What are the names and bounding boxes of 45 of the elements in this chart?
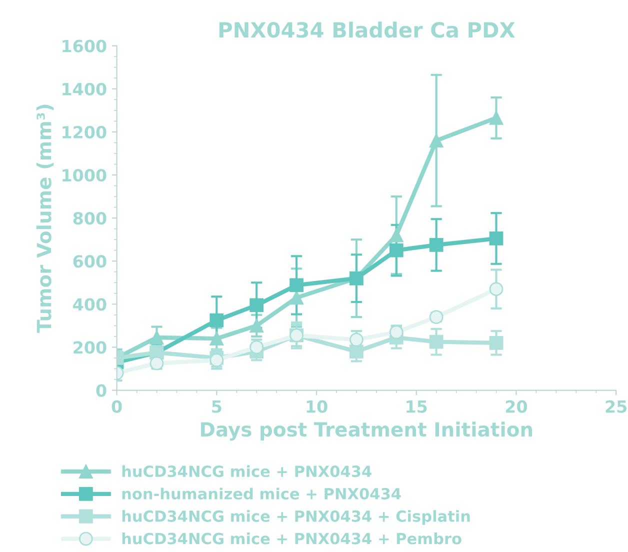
- point: [389, 228, 404, 242]
- point: [489, 282, 504, 296]
- y-tick-label: 1000: [62, 168, 106, 182]
- legend-label: huCD34NCG mice + PNX0434 + Pembro: [122, 532, 462, 544]
- y-tick-label: 1400: [62, 82, 106, 96]
- point: [250, 340, 264, 354]
- point: [210, 353, 224, 368]
- point: [210, 313, 224, 328]
- point: [489, 232, 504, 246]
- x-tick-label: 20: [506, 400, 528, 413]
- y-tick-label: 1200: [62, 126, 106, 138]
- point: [210, 332, 224, 346]
- x-tick-label: 25: [606, 400, 626, 413]
- point: [489, 336, 504, 350]
- chart-title: PNX0434 Bladder Ca PDX: [219, 22, 515, 38]
- point: [290, 278, 304, 292]
- point: [350, 332, 364, 347]
- point: [389, 325, 404, 340]
- x-tick-label: 5: [212, 400, 222, 413]
- point: [429, 238, 444, 252]
- y-axis-title: Tumor Volume (mm³): [36, 104, 54, 333]
- point: [389, 243, 404, 258]
- y-tick-label: 200: [74, 341, 106, 354]
- x-tick-label: 10: [306, 400, 328, 413]
- y-tick-label: 600: [73, 255, 106, 268]
- legend-label: huCD34NCG mice + PNX0434: [122, 465, 372, 478]
- x-axis-title: Days post Treatment Initiation: [201, 422, 532, 441]
- point: [429, 134, 444, 148]
- y-tick-label: 400: [73, 298, 106, 311]
- point: [250, 298, 264, 312]
- point: [290, 290, 304, 305]
- point: [250, 318, 264, 333]
- x-tick-label: 0: [112, 400, 122, 413]
- point: [429, 334, 444, 349]
- x-tick-label: 15: [406, 400, 427, 413]
- legend-label: huCD34NCG mice + PNX0434 + Cisplatin: [122, 510, 470, 525]
- point: [350, 344, 364, 358]
- point: [489, 110, 504, 125]
- legend-label: non-humanized mice + PNX0434: [122, 488, 401, 500]
- point: [429, 310, 444, 324]
- y-tick-label: 0: [96, 384, 106, 397]
- y-tick-label: 1600: [62, 40, 106, 52]
- y-tick-label: 800: [73, 212, 106, 225]
- point: [150, 330, 164, 344]
- point: [150, 356, 164, 370]
